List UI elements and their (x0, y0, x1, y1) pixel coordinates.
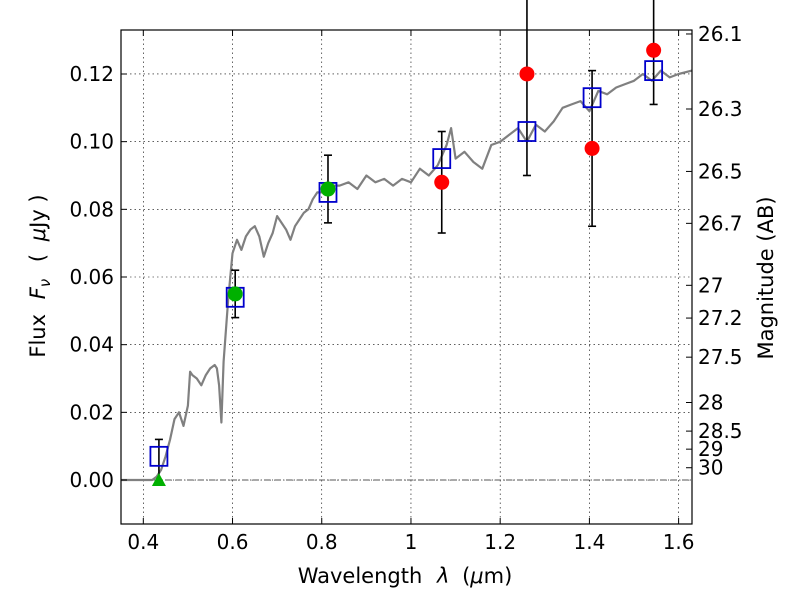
y2-tick-label: 26.5 (698, 159, 743, 183)
y2-tick-label: 29 (698, 437, 723, 461)
y-tick-label: 0.12 (69, 62, 114, 86)
y-axis-label: Flux Fν ( μJy ) (26, 194, 55, 357)
axis-ticks (121, 30, 692, 524)
red-point (646, 42, 662, 58)
y2-tick-label: 26.3 (698, 97, 743, 121)
x-tick-label: 1 (405, 530, 418, 554)
x-tick-label: 0.6 (217, 530, 249, 554)
y-tick-label: 0.04 (69, 333, 114, 357)
y-tick-label: 0.08 (69, 197, 114, 221)
x-axis-label-unit-open: ( (462, 564, 470, 588)
upper-limit-triangle (151, 473, 166, 487)
y-axis-label-symbol: F (26, 286, 50, 299)
x-axis-label-unit-mu: μ (469, 564, 483, 588)
y-tick-label: 0.02 (69, 400, 114, 424)
x-tick-label: 0.8 (306, 530, 338, 554)
red-point (434, 174, 450, 190)
x-tick-label: 1.6 (663, 530, 695, 554)
model-band-square (644, 60, 664, 82)
y-tick-label: 0.10 (69, 130, 114, 154)
sed-model-curve (121, 69, 693, 482)
y2-tick-label: 30 (698, 456, 723, 480)
y-axis-label-unit-rest: Jy ) (26, 194, 50, 230)
model-band-square (432, 148, 452, 169)
y-axis-label-unit-open: ( (26, 254, 50, 262)
x-tick-label: 1.4 (573, 530, 605, 554)
y2-tick-label: 27 (698, 273, 723, 297)
y-axis-label-subscript: ν (36, 279, 54, 287)
sed-model-line (121, 69, 693, 482)
y-tick-labels: 0.00 0.02 0.04 0.06 0.08 0.10 0.12 (69, 62, 114, 492)
y2-tick-label: 26.1 (698, 22, 743, 46)
y-tick-label: 0.00 (69, 468, 114, 492)
y2-axis-label: Magnitude (AB) (754, 196, 778, 359)
red-point (519, 66, 535, 82)
grid-lines (121, 30, 692, 524)
x-axis-label-text: Wavelength (298, 564, 423, 588)
model-band-square (582, 87, 602, 109)
model-band-square (149, 445, 169, 467)
data-markers (149, 42, 664, 487)
y2-tick-label: 27.2 (698, 306, 743, 330)
model-band-square (517, 121, 537, 142)
y2-tick-label: 28 (698, 391, 723, 415)
error-bars (154, 0, 658, 481)
red-point (584, 140, 600, 156)
x-tick-labels: 0.4 0.6 0.8 1 1.2 1.4 1.6 (127, 530, 694, 554)
y-tick-label: 0.06 (69, 265, 114, 289)
green-point (320, 181, 336, 197)
x-axis-label-symbol: λ (436, 564, 449, 588)
y2-tick-label: 26.7 (698, 211, 743, 235)
y2-tick-label: 28.5 (698, 419, 743, 443)
x-axis-label-unit-rest: m) (484, 564, 513, 588)
green-point (227, 286, 243, 302)
y-axis-label-unit-mu: μ (26, 228, 50, 242)
y2-tick-label: 27.5 (698, 345, 743, 369)
y-axis-label-text: Flux (26, 314, 50, 358)
x-tick-label: 0.4 (127, 530, 159, 554)
x-axis-label: Wavelength λ (μm) (298, 564, 513, 588)
x-tick-label: 1.2 (484, 530, 516, 554)
